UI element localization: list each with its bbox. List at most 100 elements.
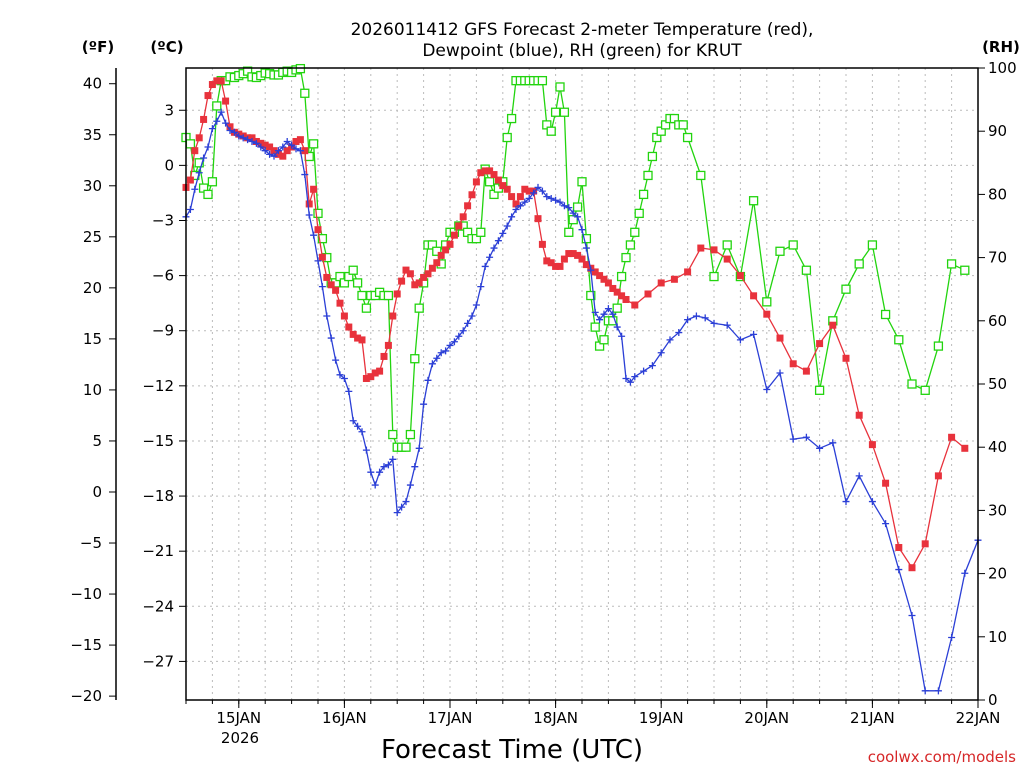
temperature-point (565, 250, 573, 258)
temperature-point (292, 137, 300, 145)
rh-point (300, 88, 310, 98)
dewpoint-point (543, 193, 551, 201)
dewpoint-point (547, 194, 555, 202)
temperature-point (327, 281, 335, 289)
temperature-point (631, 301, 639, 309)
dewpoint-point (380, 463, 388, 471)
dewpoint-point (908, 611, 916, 619)
temperature-point (186, 176, 194, 184)
dewpoint-point (226, 126, 234, 134)
rh-point (616, 271, 627, 282)
temperature-point (560, 255, 568, 263)
temperature-point (411, 281, 419, 289)
rh-tick-label: 0 (988, 691, 998, 709)
dewpoint-point (631, 373, 639, 381)
temperature-point (569, 250, 577, 258)
dewpoint-point (244, 136, 252, 144)
temperature-point (613, 288, 621, 296)
temperature-point (503, 185, 511, 193)
temperature-point (789, 360, 797, 368)
rh-point (634, 208, 644, 219)
rh-series (181, 63, 970, 452)
dewpoint-point (574, 213, 582, 221)
temperature-point (921, 540, 929, 548)
temperature-point (305, 200, 313, 208)
dewpoint-point (948, 634, 956, 642)
dewpoint-point (310, 231, 318, 239)
temperature-point (763, 310, 771, 318)
dewpoint-point (398, 503, 406, 511)
temperature-point (508, 193, 516, 201)
rh-point (502, 132, 512, 143)
f-tick-label: 0 (92, 483, 102, 501)
dewpoint-point (288, 141, 296, 149)
rh-point (313, 208, 323, 219)
temperature-point (257, 139, 265, 147)
temperature-point (525, 187, 533, 195)
temperature-point (512, 200, 520, 208)
dewpoint-point (855, 472, 863, 480)
dewpoint-point (508, 213, 516, 221)
rh-point (696, 170, 706, 181)
x-tick-label: 21JAN (850, 709, 895, 727)
dewpoint-point (336, 371, 344, 379)
rh-point (946, 259, 957, 269)
temperature-point (371, 369, 379, 377)
temperature-point (855, 411, 863, 419)
temperature-point (455, 222, 463, 230)
c-tick-label: −6 (152, 267, 174, 285)
dewpoint-point (552, 196, 560, 204)
rh-point (841, 284, 851, 294)
temperature-point (468, 191, 476, 199)
dewpoint-point (349, 417, 357, 425)
dewpoint-point (802, 433, 810, 441)
dewpoint-point (882, 520, 890, 528)
dewpoint-point (503, 222, 511, 230)
temperature-point (301, 147, 309, 155)
temperature-point (961, 444, 969, 452)
temperature-point (609, 284, 617, 292)
dewpoint-point (411, 463, 419, 471)
f-tick-label: −20 (70, 687, 102, 705)
temperature-point (802, 367, 810, 375)
dewpoint-point (217, 108, 225, 116)
f-tick-label: 40 (83, 75, 102, 93)
dewpoint-point (525, 194, 533, 202)
dewpoint-point (323, 312, 331, 320)
x-tick-label: 22JAN (956, 709, 1001, 727)
dewpoint-point (789, 435, 797, 443)
rh-point (801, 265, 812, 275)
temperature-point (389, 312, 397, 320)
temperature-point (195, 134, 203, 142)
temperature-point (816, 340, 824, 348)
temperature-point (376, 367, 384, 375)
temperature-point (217, 77, 225, 85)
f-tick-label: 20 (83, 279, 102, 297)
rh-point (590, 322, 600, 332)
temperature-point (213, 77, 221, 85)
dewpoint-point (468, 312, 476, 320)
temperature-point (472, 178, 480, 186)
rh-point (546, 126, 556, 136)
dewpoint-point (437, 349, 445, 357)
dewpoint-point (428, 360, 436, 368)
temperature-point (208, 81, 216, 89)
dewpoint-point (723, 321, 731, 329)
rh-point (599, 335, 609, 345)
temperature-point (266, 143, 274, 151)
dewpoint-point (499, 229, 507, 237)
dewpoint-point (582, 244, 590, 252)
dewpoint-point (459, 327, 467, 335)
temperature-point (428, 264, 436, 272)
rh-point (581, 233, 592, 244)
dewpoint-point (516, 202, 524, 210)
rh-point (894, 335, 904, 345)
temperature-point (420, 273, 428, 281)
dewpoint-point (622, 374, 630, 382)
temperature-point (591, 268, 599, 276)
dewpoint-point (640, 367, 648, 375)
temperature-point (310, 185, 318, 193)
rh-point (920, 385, 930, 395)
dewpoint-point (521, 198, 529, 206)
rh-point (361, 303, 372, 313)
